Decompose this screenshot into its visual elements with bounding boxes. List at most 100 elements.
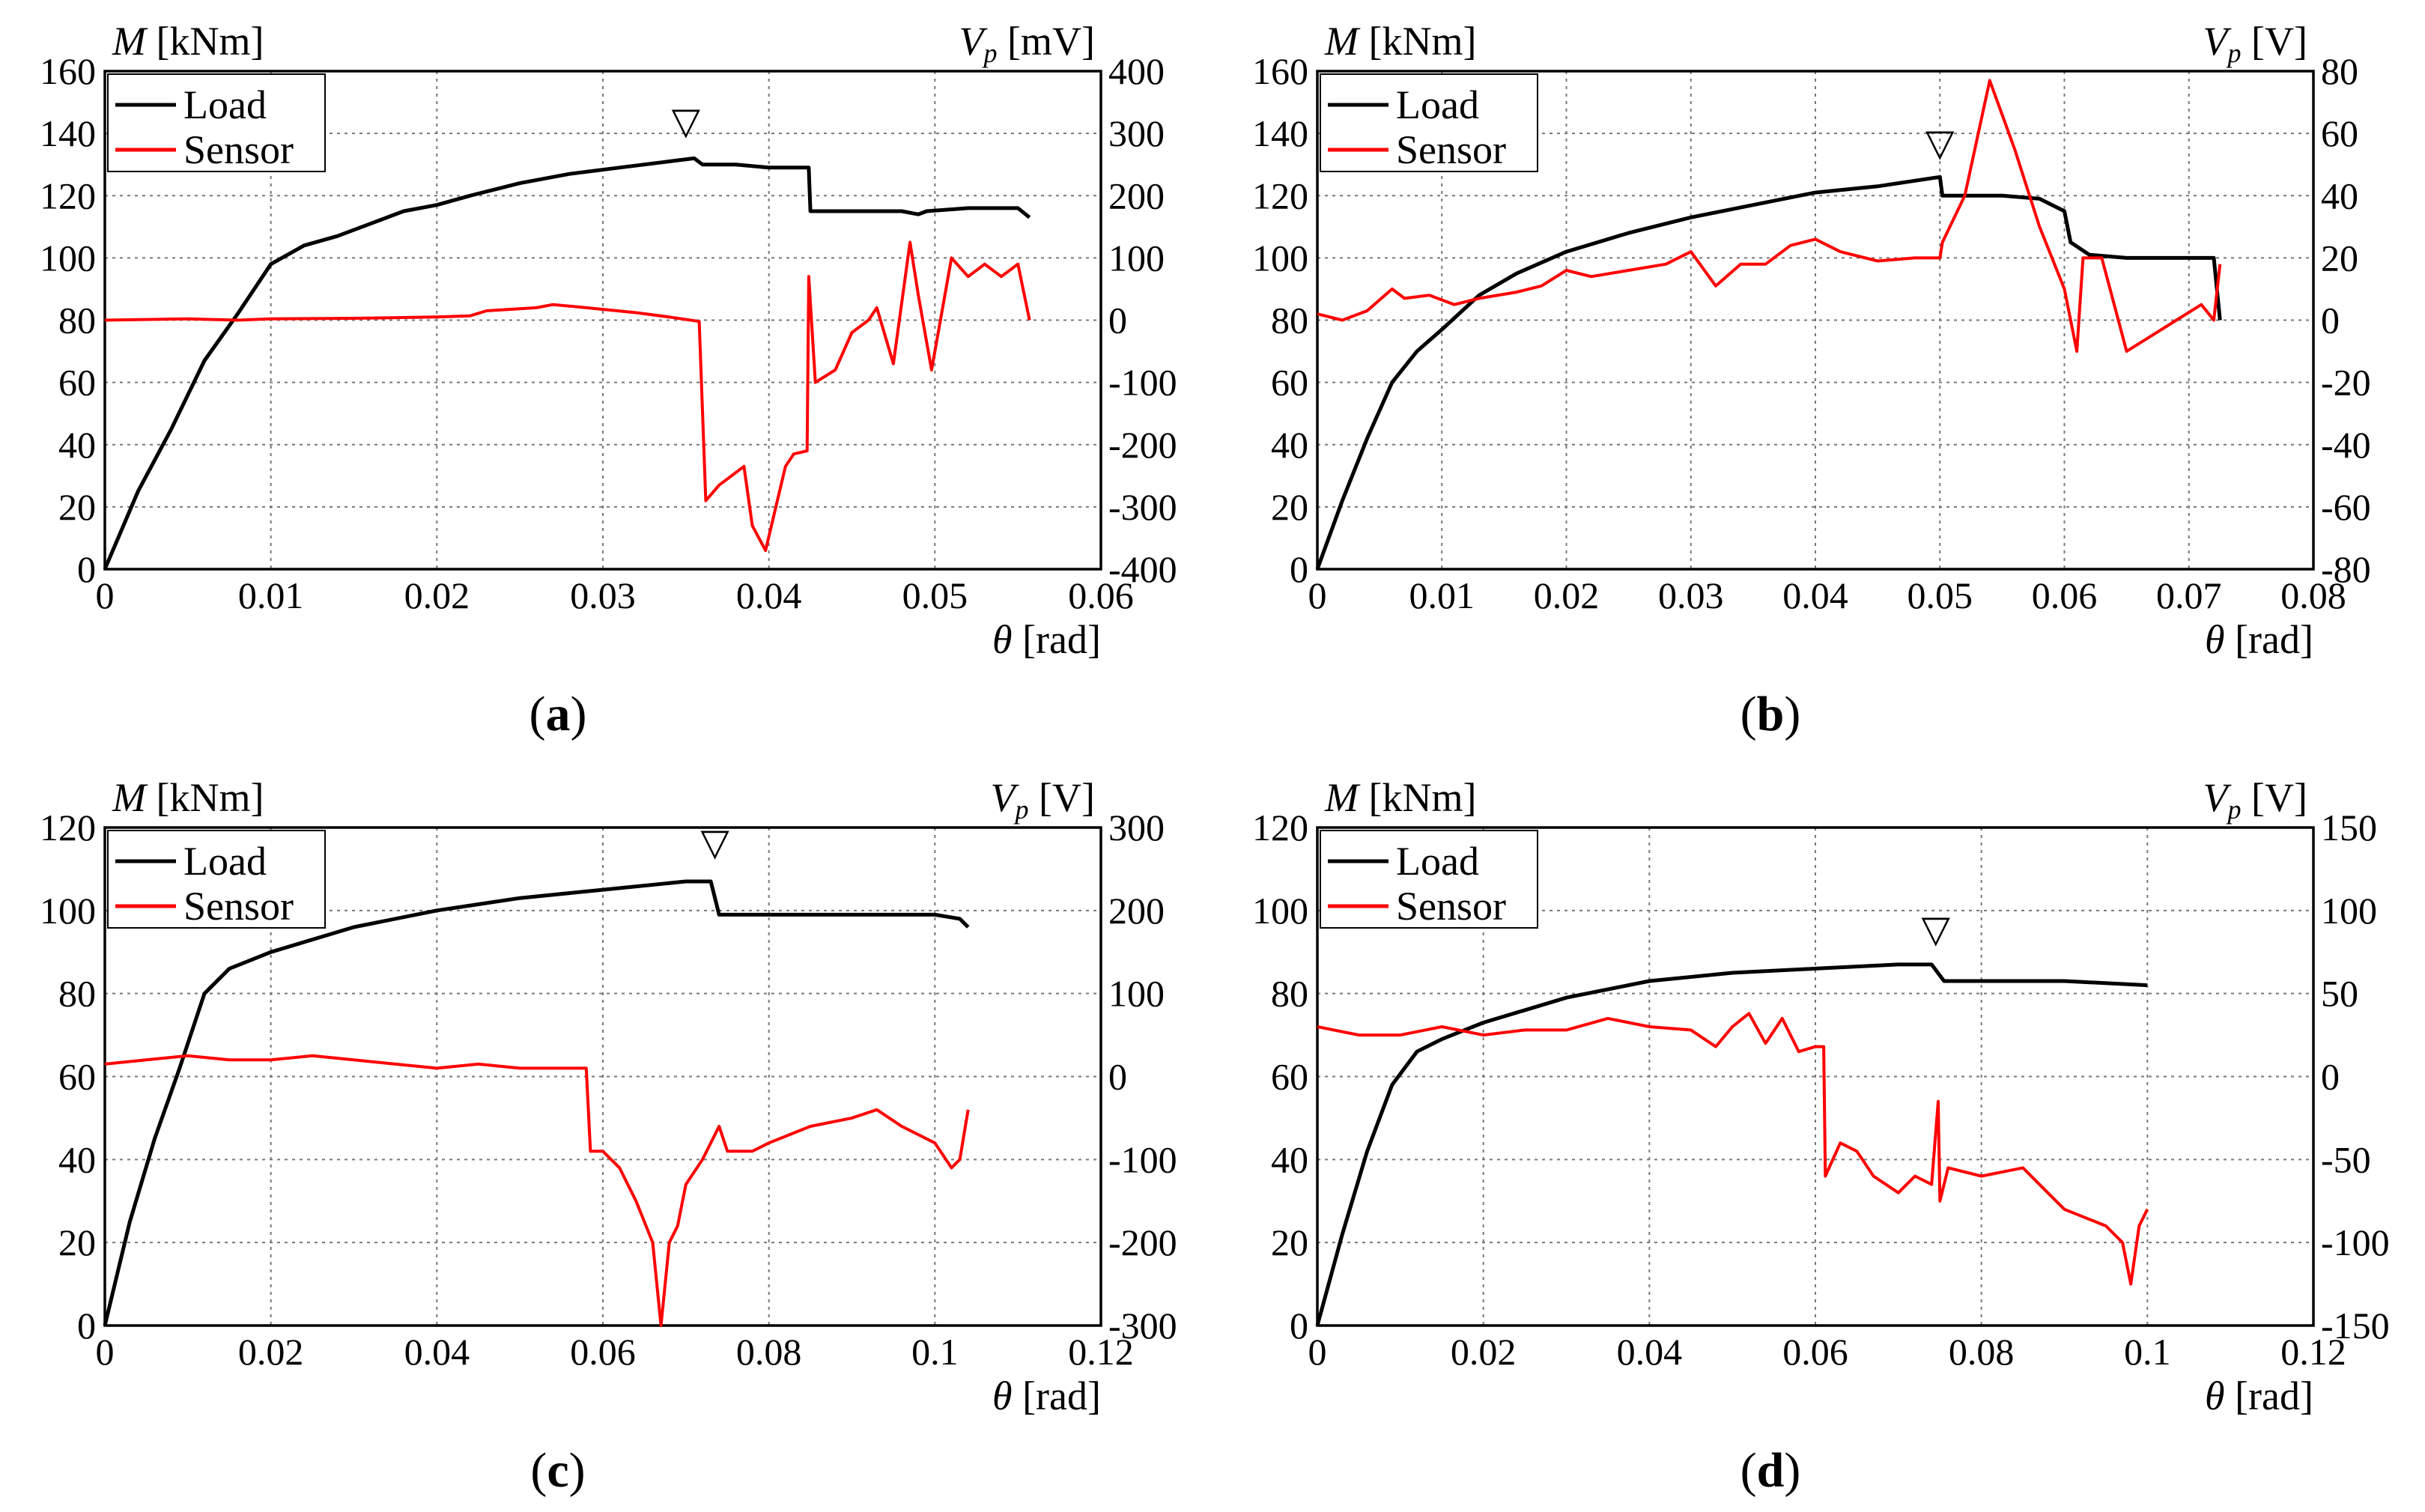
- legend-box: [107, 830, 326, 929]
- x-tick-label: 0.08: [1949, 1331, 2015, 1373]
- x-tick-label: 0.03: [570, 574, 636, 616]
- peak-marker-icon: ▽: [1925, 122, 1955, 164]
- y-tick-label: 40: [58, 1138, 96, 1180]
- panel-caption: (c): [530, 1443, 585, 1498]
- x-tick-label: 0.02: [1451, 1331, 1517, 1373]
- y2-tick-label: 0: [2321, 1056, 2340, 1098]
- y2-tick-label: 150: [2321, 807, 2377, 848]
- x-tick-label: 0.06: [2032, 574, 2098, 616]
- series-layer: ▽: [103, 100, 1031, 570]
- y2-tick-label: 100: [1108, 973, 1165, 1015]
- y-tick-label: 40: [1271, 1138, 1308, 1180]
- y2-tick-label: 100: [2321, 890, 2377, 932]
- peak-marker-icon: ▽: [672, 100, 701, 142]
- x-tick-label: 0.04: [1617, 1331, 1683, 1373]
- x-tick-label: 0.04: [1782, 574, 1848, 616]
- y-tick-label: 100: [1252, 237, 1308, 279]
- y-tick-label: 20: [1271, 486, 1308, 528]
- x-tick-label: 0.06: [1782, 1331, 1848, 1373]
- series-line-sensor: [1317, 1012, 2149, 1286]
- y-tick-label: 60: [1271, 1056, 1308, 1098]
- series-line-sensor: [104, 1054, 970, 1327]
- axis-labels: M [kNm] Vp [V] θ [rad] (d): [1324, 775, 2313, 1498]
- y2-tick-label: -100: [1108, 1138, 1177, 1180]
- right-axis-title: Vp [V]: [991, 775, 1095, 825]
- y-tick-label: 140: [1252, 112, 1308, 154]
- y2-tick-label: -200: [1108, 1221, 1177, 1263]
- y2-tick-label: -150: [2321, 1305, 2390, 1346]
- y-tick-label: 100: [1252, 890, 1308, 932]
- chart-panel-c: ▽ 0 0.02 0.04 0.06 0.08 0.1 0.12 0 20 40 60 80 100 12…: [40, 775, 1177, 1498]
- y2-tick-label: -50: [2321, 1138, 2371, 1180]
- y-tick-label: 120: [1252, 807, 1308, 848]
- ticks-layer: 0 0.02 0.04 0.06 0.08 0.1 0.12 0 20 40 60 80 100 120 -…: [1252, 807, 2390, 1373]
- y-tick-label: 60: [58, 362, 96, 404]
- y-tick-label: 0: [1290, 548, 1308, 590]
- x-axis-title: θ [rad]: [2205, 617, 2313, 662]
- series-line-load: [103, 156, 1031, 570]
- series-line-load: [1315, 962, 2148, 1326]
- x-tick-label: 0.06: [1068, 574, 1134, 616]
- y-tick-label: 40: [1271, 424, 1308, 466]
- y2-tick-label: -200: [1108, 424, 1177, 466]
- right-axis-title: Vp [mV]: [959, 19, 1095, 68]
- legend-box: [1320, 830, 1538, 929]
- y2-tick-label: -300: [1108, 1305, 1177, 1346]
- y-tick-label: 60: [1271, 362, 1308, 404]
- y-tick-label: 0: [1290, 1305, 1308, 1346]
- x-tick-label: 0.06: [570, 1331, 636, 1373]
- y2-tick-label: -40: [2321, 424, 2371, 466]
- y-tick-label: 120: [40, 174, 96, 216]
- y2-tick-label: -100: [2321, 1221, 2390, 1263]
- plot-frame: [1316, 70, 2315, 571]
- y-tick-label: 100: [40, 890, 96, 932]
- y-tick-label: 80: [58, 300, 96, 341]
- legend-label-sensor: Sensor: [183, 127, 294, 172]
- y-tick-label: 160: [40, 50, 96, 92]
- x-tick-label: 0.08: [2280, 574, 2346, 616]
- legend-label-sensor: Sensor: [1396, 127, 1506, 172]
- y2-tick-label: -400: [1108, 548, 1177, 590]
- series-layer: ▽: [1315, 908, 2149, 1326]
- y-tick-label: 0: [77, 548, 96, 590]
- panel-caption: (b): [1740, 687, 1801, 741]
- legend-label-sensor: Sensor: [1396, 884, 1506, 929]
- y-tick-label: 40: [58, 424, 96, 466]
- peak-marker-icon: ▽: [1921, 908, 1950, 950]
- panel-caption: (d): [1740, 1443, 1801, 1498]
- chart-panel-b: ▽ 0 0.01 0.02 0.03 0.04 0.05 0.06 0.07 0.08 0 20 40…: [1252, 19, 2371, 741]
- y2-tick-label: 200: [1108, 890, 1165, 932]
- series-line-load: [103, 879, 970, 1326]
- ticks-layer: 0 0.01 0.02 0.03 0.04 0.05 0.06 0 20 40 60 80 100 120…: [40, 50, 1177, 616]
- y-tick-label: 80: [1271, 973, 1308, 1015]
- right-axis-title: Vp [V]: [2203, 775, 2307, 825]
- y2-tick-label: 0: [2321, 300, 2340, 341]
- legend-box: [107, 73, 326, 172]
- y-tick-label: 120: [1252, 174, 1308, 216]
- x-axis-title: θ [rad]: [992, 617, 1101, 662]
- y-tick-label: 20: [58, 1221, 96, 1263]
- legend-box: [1320, 73, 1538, 172]
- x-tick-label: 0.05: [1907, 574, 1973, 616]
- x-tick-label: 0.12: [2280, 1331, 2346, 1373]
- x-tick-label: 0: [1308, 1331, 1327, 1373]
- series-line-load: [1315, 174, 2222, 570]
- axis-labels: M [kNm] Vp [V] θ [rad] (c): [112, 775, 1101, 1498]
- x-tick-label: 0.02: [238, 1331, 304, 1373]
- y2-tick-label: -100: [1108, 362, 1177, 404]
- y2-tick-label: 40: [2321, 174, 2358, 216]
- right-axis-title: Vp [V]: [2203, 19, 2307, 68]
- y-tick-label: 160: [1252, 50, 1308, 92]
- axis-labels: M [kNm] Vp [V] θ [rad] (b): [1324, 19, 2313, 741]
- y2-tick-label: 0: [1108, 300, 1127, 341]
- y2-tick-label: 0: [1108, 1056, 1127, 1098]
- chart-panel-d: ▽ 0 0.02 0.04 0.06 0.08 0.1 0.12 0 20 40 60 80 100 12…: [1252, 775, 2390, 1498]
- y2-tick-label: 300: [1108, 112, 1165, 154]
- series-line-sensor: [104, 240, 1031, 553]
- x-tick-label: 0.01: [238, 574, 304, 616]
- y2-tick-label: 20: [2321, 237, 2358, 279]
- ticks-layer: 0 0.01 0.02 0.03 0.04 0.05 0.06 0.07 0.08 0 20 40 60…: [1252, 50, 2371, 616]
